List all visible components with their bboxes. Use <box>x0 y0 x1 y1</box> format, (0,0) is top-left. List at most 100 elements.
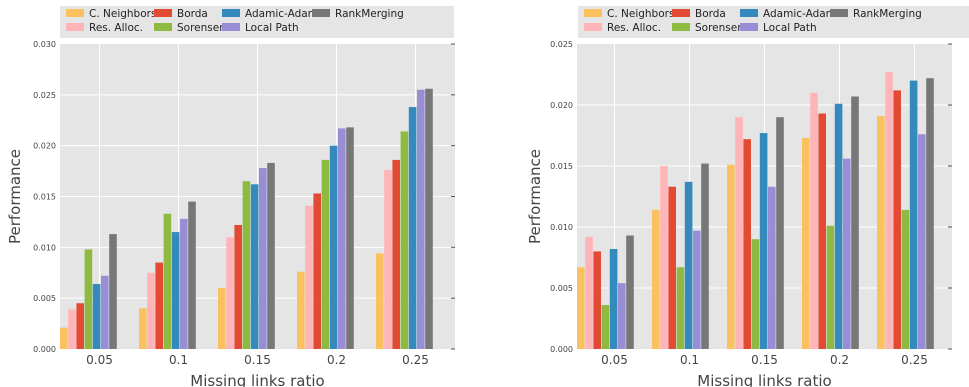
bar <box>400 131 409 349</box>
legend-swatch <box>222 23 240 31</box>
legend-box <box>60 6 454 38</box>
bar <box>346 127 354 349</box>
bar <box>768 186 776 349</box>
legend-label: Sorensen <box>695 22 744 34</box>
bar <box>408 107 417 350</box>
bar <box>155 262 163 349</box>
x-tick-label: 0.1 <box>680 353 699 367</box>
x-axis-label: Missing links ratio <box>190 372 324 387</box>
bar <box>918 134 926 349</box>
bar <box>392 159 400 349</box>
legend-swatch <box>66 9 84 17</box>
legend: C. Neighbors Res. Alloc. Borda Sorensen Adam… <box>60 6 454 38</box>
bar <box>601 305 610 349</box>
bar <box>305 205 313 349</box>
x-axis-label: Missing links ratio <box>697 372 831 387</box>
x-tick-label: 0.25 <box>901 353 928 367</box>
bar <box>242 181 251 349</box>
bar <box>297 271 305 349</box>
bar <box>384 170 392 349</box>
legend-label: Borda <box>695 8 726 20</box>
bar <box>329 145 338 349</box>
legend-swatch <box>740 9 758 17</box>
bar <box>735 117 743 349</box>
x-tick-label: 0.05 <box>86 353 113 367</box>
bar <box>843 158 851 349</box>
bar <box>218 288 226 349</box>
legend-label: Local Path <box>245 22 299 34</box>
x-tick-label: 0.15 <box>751 353 778 367</box>
bar <box>188 201 196 349</box>
bar <box>234 224 242 349</box>
y-axis-label: Performance <box>6 149 24 244</box>
y-tick-label: 0.020 <box>550 101 573 110</box>
bar <box>668 186 676 349</box>
bar <box>417 89 425 349</box>
bar <box>76 303 84 349</box>
bar <box>609 248 618 349</box>
legend-swatch <box>830 9 848 17</box>
y-tick-label: 0.025 <box>33 91 56 100</box>
bar <box>425 88 433 349</box>
bar <box>684 181 693 349</box>
legend-label: Res. Alloc. <box>89 22 143 34</box>
bar <box>338 128 346 349</box>
legend-label: C. Neighbors <box>89 8 156 20</box>
bar <box>147 272 155 349</box>
y-tick-label: 0.030 <box>33 40 56 49</box>
y-tick-label: 0.010 <box>33 243 56 252</box>
bar <box>834 103 843 349</box>
y-tick-label: 0.010 <box>550 223 573 232</box>
legend-label: C. Neighbors <box>607 8 674 20</box>
x-tick-label: 0.2 <box>327 353 346 367</box>
bar <box>826 225 835 349</box>
legend-label: RankMerging <box>335 8 404 20</box>
bar <box>618 283 626 349</box>
y-tick-label: 0.005 <box>550 284 573 293</box>
bar <box>776 117 784 349</box>
bar <box>660 166 668 349</box>
chart-panel-2: C. Neighbors Res. Alloc. Borda Sorensen Adam… <box>526 6 969 387</box>
x-tick-label: 0.25 <box>402 353 429 367</box>
bar <box>802 137 810 349</box>
bar <box>60 327 68 349</box>
bar <box>163 213 172 349</box>
bar <box>676 267 685 349</box>
legend-label: Res. Alloc. <box>607 22 661 34</box>
bar <box>893 90 901 350</box>
bar <box>818 113 826 349</box>
legend-label: Adamic-Adar <box>245 8 313 20</box>
bar <box>101 275 109 349</box>
bar <box>926 78 934 349</box>
legend-box <box>578 6 969 38</box>
bar <box>743 139 751 349</box>
bar <box>901 209 910 349</box>
y-tick-label: 0.025 <box>550 40 573 49</box>
bar <box>376 253 384 349</box>
bar <box>909 80 918 349</box>
x-tick-label: 0.05 <box>601 353 628 367</box>
legend-label: Local Path <box>763 22 817 34</box>
legend-swatch <box>672 9 690 17</box>
y-axis-label: Performance <box>526 149 544 244</box>
bar <box>585 236 593 349</box>
bar <box>759 133 768 349</box>
legend-swatch <box>740 23 758 31</box>
legend-swatch <box>222 9 240 17</box>
x-tick-label: 0.2 <box>830 353 849 367</box>
bar <box>727 164 735 349</box>
bar <box>92 283 101 349</box>
legend-swatch <box>154 23 172 31</box>
bar <box>626 235 634 349</box>
y-tick-label: 0.015 <box>550 162 573 171</box>
bar <box>313 193 321 349</box>
bar <box>701 163 709 349</box>
legend-swatch <box>584 23 602 31</box>
bar <box>577 267 585 349</box>
legend-swatch <box>584 9 602 17</box>
bar <box>171 232 180 349</box>
y-tick-label: 0.005 <box>33 294 56 303</box>
legend-swatch <box>312 9 330 17</box>
legend-label: Borda <box>177 8 208 20</box>
